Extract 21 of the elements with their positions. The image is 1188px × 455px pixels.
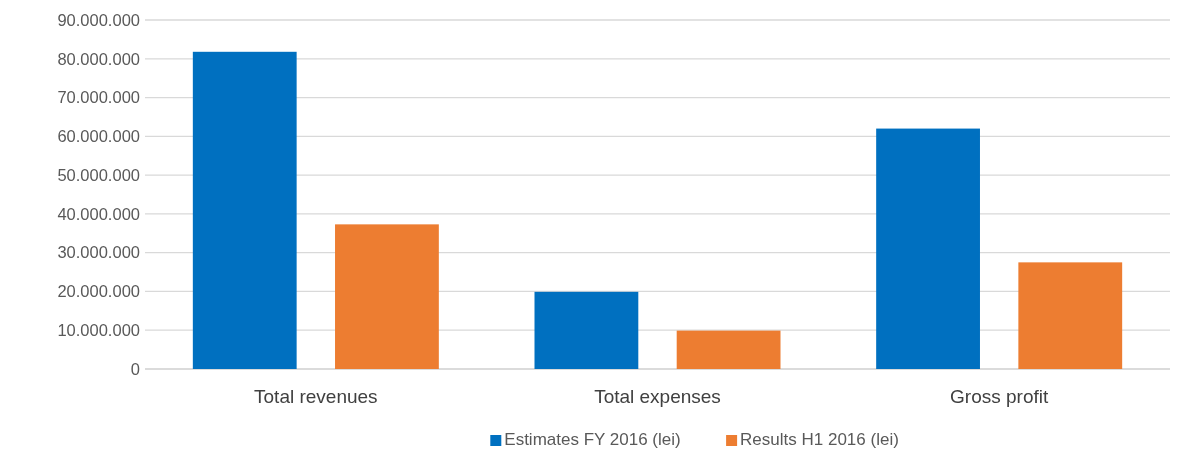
legend-label: Results H1 2016 (lei) (740, 430, 899, 449)
bar (1018, 262, 1123, 369)
y-tick-label: 70.000.000 (57, 88, 140, 107)
bar (534, 291, 639, 369)
y-tick-label: 30.000.000 (57, 243, 140, 262)
bar (676, 330, 781, 369)
legend-label: Estimates FY 2016 (lei) (504, 430, 681, 449)
x-tick-label: Total revenues (254, 386, 378, 407)
y-tick-label: 60.000.000 (57, 127, 140, 146)
x-tick-label: Total expenses (594, 386, 721, 407)
bar (192, 51, 297, 369)
y-tick-label: 90.000.000 (57, 10, 140, 29)
y-tick-label: 80.000.000 (57, 49, 140, 68)
bar (876, 128, 980, 369)
x-tick-label: Gross profit (950, 386, 1049, 407)
y-tick-label: 10.000.000 (57, 321, 140, 339)
y-tick-label: 50.000.000 (57, 165, 140, 184)
bar (335, 224, 439, 369)
y-tick-label: 20.000.000 (57, 282, 140, 301)
y-tick-label: 40.000.000 (57, 204, 140, 223)
y-tick-label: 0 (130, 359, 140, 378)
